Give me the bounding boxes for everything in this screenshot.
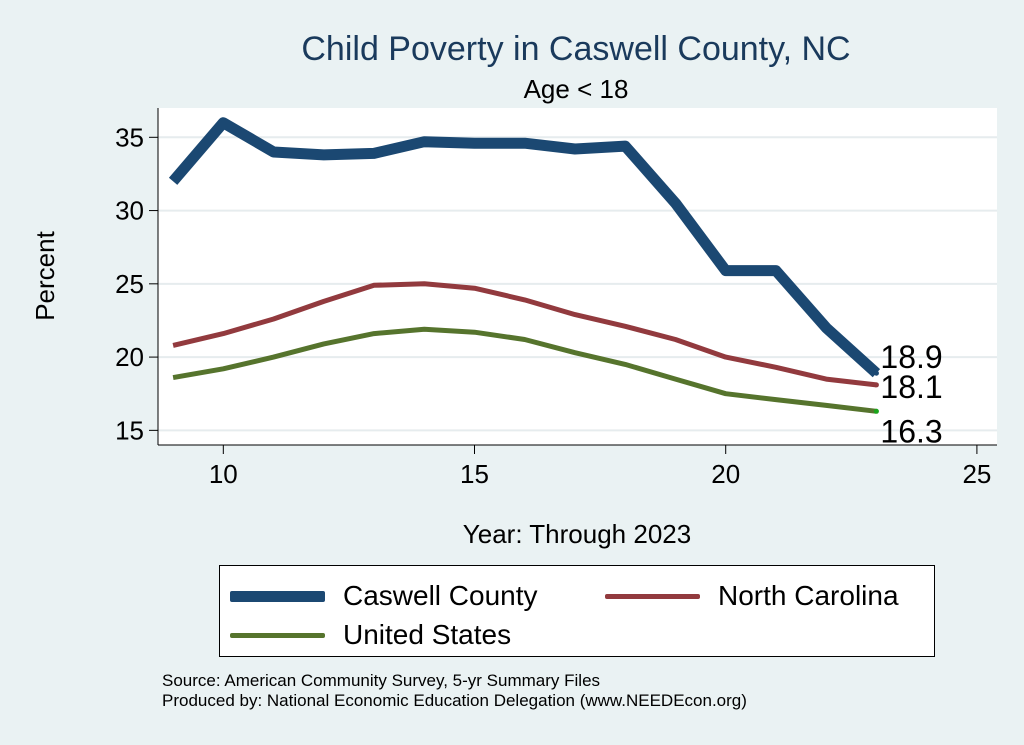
end-label-caswell-county: 18.9 (880, 339, 942, 375)
y-tick-label-20: 20 (115, 342, 144, 372)
legend: Caswell County North Carolina United Sta… (219, 565, 935, 657)
series-line-north-carolina (172, 281, 877, 388)
end-marker-caswell-county (873, 370, 879, 376)
legend-label-caswell-county: Caswell County (343, 580, 538, 611)
legend-label-north-carolina: North Carolina (718, 580, 899, 611)
x-tick-label-20: 20 (711, 459, 740, 489)
end-label-united-states: 16.3 (880, 413, 942, 449)
legend-item-caswell-county: Caswell County (230, 580, 538, 612)
x-tick-label-25: 25 (962, 459, 991, 489)
y-tick-label-35: 35 (115, 122, 144, 152)
y-axis-label: Percent (30, 230, 60, 320)
y-tick-label-15: 15 (115, 415, 144, 445)
end-label-layer: 18.918.1 16.3 (880, 339, 942, 449)
legend-swatch-caswell-county (230, 590, 325, 602)
legend-item-north-carolina: North Carolina (605, 580, 899, 612)
y-tick-label-25: 25 (115, 269, 144, 299)
x-axis-label: Year: Through 2023 (463, 519, 691, 549)
axis-layer: 15 20 25 30 35 10 15 20 25 (115, 108, 997, 489)
grid-layer (158, 136, 997, 432)
y-tick-label-30: 30 (115, 196, 144, 226)
chart-title: Child Poverty in Caswell County, NC (301, 30, 850, 68)
legend-swatch-united-states (230, 632, 325, 638)
series-line-caswell-county (168, 117, 881, 378)
produced-by-note: Produced by: National Economic Education… (162, 691, 747, 710)
end-label-north-carolina: 18.1 (880, 369, 942, 405)
x-tick-label-10: 10 (209, 459, 238, 489)
end-marker-north-carolina (873, 382, 879, 388)
series-layer (168, 117, 881, 414)
end-marker-united-states (873, 408, 879, 414)
chart-notes: Source: American Community Survey, 5-yr … (162, 671, 747, 711)
x-tick-label-15: 15 (460, 459, 489, 489)
chart-subtitle: Age < 18 (524, 74, 629, 104)
legend-swatch-north-carolina (605, 593, 700, 599)
legend-item-united-states: United States (230, 619, 511, 651)
plot-area (158, 108, 997, 445)
source-note: Source: American Community Survey, 5-yr … (162, 671, 601, 690)
legend-label-united-states: United States (343, 619, 512, 650)
series-line-united-states (172, 326, 877, 414)
